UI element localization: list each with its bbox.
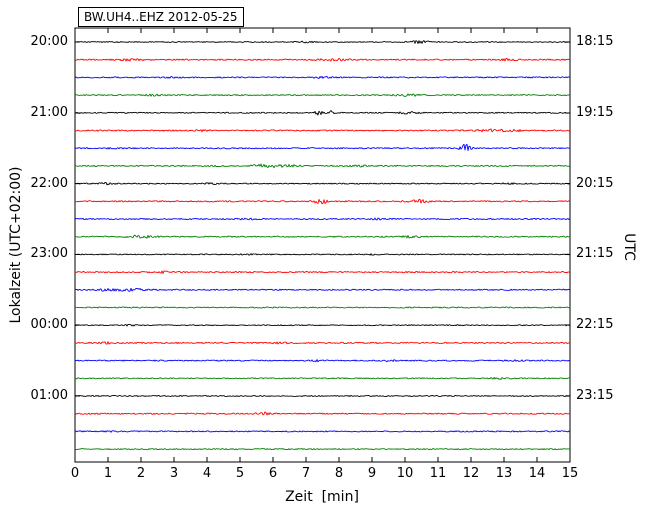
left-time-label: 21:00 <box>30 104 68 120</box>
seismogram-trace-2045 <box>74 93 571 97</box>
seismogram-trace-0015 <box>74 341 571 345</box>
seismogram-trace-2115 <box>74 128 571 133</box>
seismogram-trace-0115 <box>74 411 571 416</box>
x-tick-label: 3 <box>169 466 179 481</box>
seismogram-trace-0130 <box>74 430 571 433</box>
right-time-label: 23:15 <box>576 388 614 403</box>
x-tick-label: 5 <box>235 466 245 481</box>
plot-title: BW.UH4..EHZ 2012-05-25 <box>78 7 244 27</box>
x-tick-label: 4 <box>202 466 212 481</box>
left-time-label: 01:00 <box>30 388 68 403</box>
right-time-label: 20:15 <box>576 175 614 191</box>
seismogram-trace-2330 <box>74 287 571 292</box>
seismogram-trace-2015 <box>74 57 571 62</box>
seismogram-trace-2315 <box>74 270 571 275</box>
seismogram-trace-0045 <box>74 376 571 380</box>
seismogram-trace-2100 <box>74 110 571 116</box>
x-tick-label: 11 <box>429 466 447 481</box>
seismogram-trace-2345 <box>74 306 571 309</box>
x-axis-label: Zeit [min] <box>285 489 359 505</box>
seismogram-trace-0100 <box>74 395 571 397</box>
right-time-label: 19:15 <box>576 104 614 120</box>
seismogram-trace-2000 <box>74 40 571 45</box>
seismogram-trace-2200 <box>74 181 571 186</box>
right-time-label: 21:15 <box>576 246 614 262</box>
seismogram-trace-0030 <box>74 359 571 363</box>
x-tick-label: 12 <box>462 466 480 481</box>
x-tick-label: 0 <box>70 466 80 481</box>
left-time-label: 00:00 <box>30 317 68 333</box>
x-tick-label: 2 <box>136 466 146 481</box>
left-time-label: 22:00 <box>30 175 68 191</box>
y-axis-label-right: UTC <box>621 233 637 261</box>
x-tick-label: 9 <box>367 466 377 481</box>
x-tick-label: 10 <box>396 466 414 481</box>
x-tick-label: 6 <box>268 466 278 481</box>
x-tick-label: 15 <box>561 466 579 481</box>
x-tick-label: 8 <box>334 466 344 481</box>
seismogram-trace-2030 <box>74 75 571 79</box>
seismogram-trace-2245 <box>74 234 571 239</box>
seismogram-trace-2215 <box>74 198 571 205</box>
left-time-label: 20:00 <box>30 34 68 49</box>
right-time-label: 22:15 <box>576 317 614 333</box>
seismogram-trace-0145 <box>74 448 571 451</box>
x-tick-label: 1 <box>103 466 113 481</box>
seismogram-trace-2300 <box>74 253 571 256</box>
x-tick-label: 14 <box>528 466 546 481</box>
x-tick-label: 7 <box>301 466 311 481</box>
left-time-label: 23:00 <box>30 246 68 262</box>
right-time-label: 18:15 <box>576 34 614 49</box>
seismogram-trace-2130 <box>74 143 571 151</box>
x-tick-label: 13 <box>495 466 513 481</box>
seismogram-trace-0000 <box>74 323 571 327</box>
plot-frame <box>74 27 571 463</box>
seismogram-trace-2230 <box>74 217 571 221</box>
seismogram-trace-2145 <box>74 163 571 169</box>
